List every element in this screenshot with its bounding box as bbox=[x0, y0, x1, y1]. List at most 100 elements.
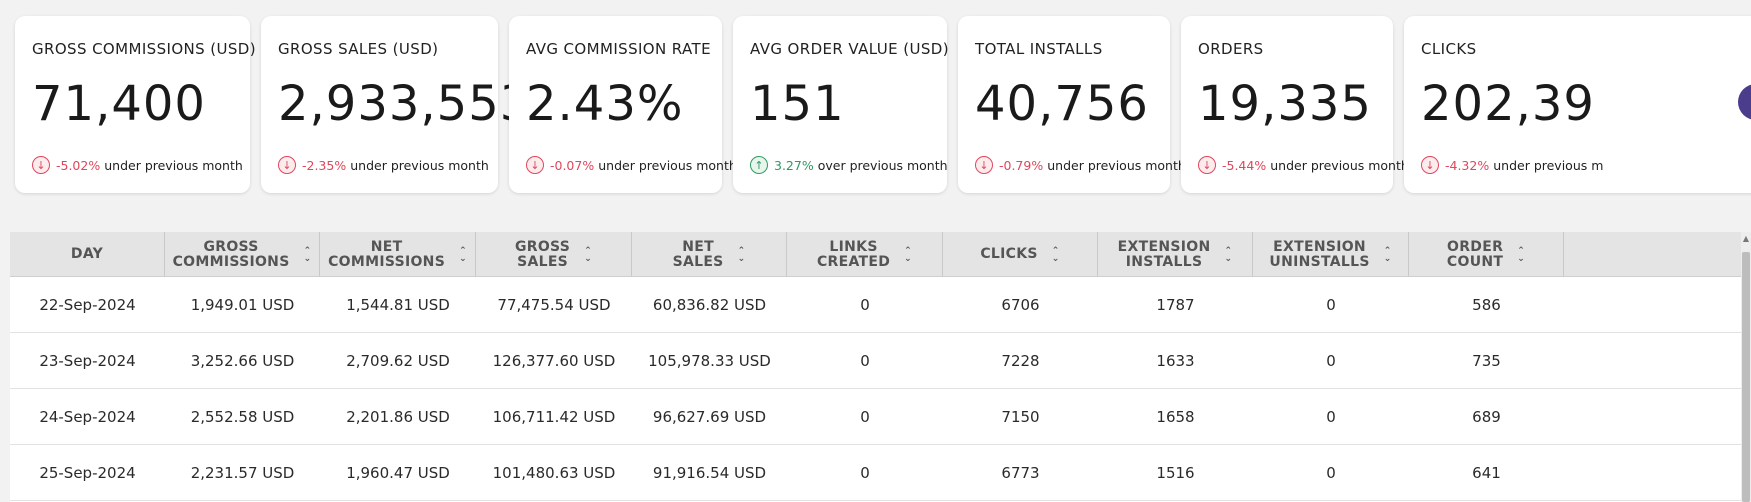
stats-row: GROSS COMMISSIONS (USD) 71,400 ↓ -5.02% unde… bbox=[0, 0, 1751, 200]
table-cell: 60,836.82 USD bbox=[652, 296, 767, 314]
table-cell: 22-Sep-2024 bbox=[39, 296, 136, 314]
column-header-line1: DAY bbox=[70, 246, 104, 262]
stat-label: AVG ORDER VALUE (USD) bbox=[750, 40, 949, 58]
arrow-down-circle-icon: ↓ bbox=[1198, 156, 1216, 174]
table-cell: 1,949.01 USD bbox=[190, 296, 295, 314]
stat-change: ↓ -4.32% under previous m bbox=[1421, 156, 1603, 174]
stat-label: CLICKS bbox=[1421, 40, 1477, 58]
stat-value: 2,933,553 bbox=[278, 76, 532, 132]
table-cell: 0 bbox=[1326, 296, 1336, 314]
column-header[interactable]: GROSS COMMISSIONS ⌃ ⌄ bbox=[165, 232, 320, 277]
sort-chevrons-icon[interactable]: ⌃ ⌄ bbox=[584, 245, 593, 264]
table-cell: 96,627.69 USD bbox=[652, 408, 767, 426]
column-header-line2: CREATED bbox=[816, 253, 891, 270]
column-header-label: NET COMMISSIONS bbox=[328, 239, 446, 270]
stat-change-percent: -5.44% bbox=[1222, 157, 1267, 173]
table-cell: 1516 bbox=[1156, 464, 1195, 482]
table-row[interactable]: 25-Sep-2024 2,231.57 USD 1,960.47 USD 101,4… bbox=[10, 445, 1741, 501]
table-row[interactable]: 23-Sep-2024 3,252.66 USD 2,709.62 USD 126,3… bbox=[10, 333, 1741, 389]
table-cell: 77,475.54 USD bbox=[497, 296, 611, 314]
table-cell: 126,377.60 USD bbox=[492, 352, 616, 370]
arrow-down-circle-icon: ↓ bbox=[278, 156, 296, 174]
stat-change-text: over previous month bbox=[817, 157, 948, 173]
column-header-label: CLICKS bbox=[980, 247, 1037, 262]
sort-chevrons-icon[interactable]: ⌃ ⌄ bbox=[303, 245, 312, 264]
sort-chevrons-icon[interactable]: ⌃ ⌄ bbox=[1517, 245, 1526, 264]
table-cell: 25-Sep-2024 bbox=[39, 464, 136, 482]
vertical-scrollbar[interactable]: ▲ bbox=[1741, 232, 1751, 502]
column-header-label: DAY bbox=[71, 247, 103, 262]
column-header-label: EXTENSION INSTALLS bbox=[1118, 239, 1211, 270]
stat-card: GROSS COMMISSIONS (USD) 71,400 ↓ -5.02% unde… bbox=[15, 16, 256, 193]
table-cell: 0 bbox=[860, 408, 870, 426]
column-header[interactable]: EXTENSION INSTALLS ⌃ ⌄ bbox=[1098, 232, 1253, 277]
column-header-line1: ORDER bbox=[1447, 238, 1504, 255]
sort-chevrons-icon[interactable]: ⌃ ⌄ bbox=[904, 245, 913, 264]
table-cell: 2,552.58 USD bbox=[190, 408, 295, 426]
stat-label: ORDERS bbox=[1198, 40, 1264, 58]
stat-value: 2.43% bbox=[526, 76, 684, 132]
column-header[interactable]: NET SALES ⌃ ⌄ bbox=[632, 232, 787, 277]
stat-change-percent: -2.35% bbox=[302, 157, 347, 173]
column-header-line1: LINKS bbox=[829, 238, 878, 255]
stat-change-text: under previous month bbox=[598, 157, 737, 173]
stat-change: ↓ -0.79% under previous month bbox=[975, 156, 1186, 174]
column-header[interactable]: GROSS SALES ⌃ ⌄ bbox=[476, 232, 632, 277]
scroll-up-arrow-icon[interactable]: ▲ bbox=[1742, 234, 1750, 243]
stat-value: 151 bbox=[750, 76, 845, 132]
stat-change-percent: -0.07% bbox=[550, 157, 595, 173]
column-header[interactable]: CLICKS ⌃ ⌄ bbox=[943, 232, 1098, 277]
column-header[interactable]: NET COMMISSIONS ⌃ ⌄ bbox=[320, 232, 476, 277]
table-cell: 6706 bbox=[1001, 296, 1040, 314]
stat-card: GROSS SALES (USD) 2,933,553 ↓ -2.35% under p… bbox=[261, 16, 530, 193]
table-cell: 1,544.81 USD bbox=[346, 296, 450, 314]
table-cell: 0 bbox=[1326, 352, 1336, 370]
table-cell: 2,201.86 USD bbox=[346, 408, 450, 426]
column-header-line1: CLICKS bbox=[980, 246, 1038, 262]
arrow-down-circle-icon: ↓ bbox=[32, 156, 50, 174]
stat-change-text: under previous month bbox=[350, 157, 489, 173]
column-header-label: GROSS SALES bbox=[514, 238, 571, 270]
column-header-line2: COMMISSIONS bbox=[172, 253, 290, 270]
column-header-line1: EXTENSION bbox=[1273, 238, 1366, 255]
table-row[interactable]: 24-Sep-2024 2,552.58 USD 2,201.86 USD 106,7… bbox=[10, 389, 1741, 445]
stat-card: TOTAL INSTALLS 40,756 ↓ -0.79% under previou… bbox=[958, 16, 1186, 193]
sort-chevrons-icon[interactable]: ⌃ ⌄ bbox=[1383, 245, 1392, 264]
table-cell: 689 bbox=[1472, 408, 1501, 426]
daily-stats-table: DAY GROSS COMMISSIONS ⌃ ⌄ NET COMMISSIONS ⌃ ⌄ GRO… bbox=[10, 232, 1751, 502]
table-cell: 91,916.54 USD bbox=[652, 464, 767, 482]
table-cell: 586 bbox=[1472, 296, 1501, 314]
table-row[interactable]: 22-Sep-2024 1,949.01 USD 1,544.81 USD 77,47… bbox=[10, 277, 1741, 333]
stat-change-text: under previous month bbox=[1047, 157, 1186, 173]
stat-change-percent: 3.27% bbox=[774, 157, 814, 173]
column-header[interactable]: ORDER COUNT ⌃ ⌄ bbox=[1409, 232, 1564, 277]
stat-change: ↓ -2.35% under previous month bbox=[278, 156, 489, 174]
sort-chevrons-icon[interactable]: ⌃ ⌄ bbox=[737, 245, 746, 264]
arrow-up-circle-icon: ↑ bbox=[750, 156, 768, 174]
table-cell: 1,960.47 USD bbox=[346, 464, 450, 482]
stat-change-percent: -0.79% bbox=[999, 157, 1044, 173]
table-cell: 0 bbox=[1326, 408, 1336, 426]
stat-change: ↓ -0.07% under previous month bbox=[526, 156, 737, 174]
sort-chevrons-icon[interactable]: ⌃ ⌄ bbox=[1051, 245, 1060, 264]
table-cell: 101,480.63 USD bbox=[492, 464, 616, 482]
floating-avatar-button[interactable] bbox=[1738, 84, 1751, 120]
sort-chevrons-icon[interactable]: ⌃ ⌄ bbox=[1224, 245, 1233, 264]
stat-change: ↓ -5.02% under previous month bbox=[32, 156, 243, 174]
column-header-line2: COMMISSIONS bbox=[328, 253, 446, 270]
table-cell: 735 bbox=[1472, 352, 1501, 370]
stat-change-text: under previous month bbox=[1270, 157, 1409, 173]
column-header-line1: GROSS bbox=[514, 238, 571, 255]
stat-card: CLICKS 202,39 ↓ -4.32% under previous m bbox=[1404, 16, 1751, 193]
column-header[interactable]: EXTENSION UNINSTALLS ⌃ ⌄ bbox=[1253, 232, 1409, 277]
stat-change-percent: -5.02% bbox=[56, 157, 101, 173]
table-cell: 2,709.62 USD bbox=[346, 352, 450, 370]
stat-label: TOTAL INSTALLS bbox=[975, 40, 1103, 58]
stat-label: AVG COMMISSION RATE bbox=[526, 40, 711, 58]
column-header-label: NET SALES bbox=[673, 239, 724, 270]
sort-chevrons-icon[interactable]: ⌃ ⌄ bbox=[459, 245, 467, 264]
table-cell: 641 bbox=[1472, 464, 1501, 482]
table-cell: 7228 bbox=[1001, 352, 1040, 370]
column-header[interactable]: LINKS CREATED ⌃ ⌄ bbox=[787, 232, 943, 277]
scrollbar-thumb[interactable] bbox=[1742, 252, 1750, 502]
